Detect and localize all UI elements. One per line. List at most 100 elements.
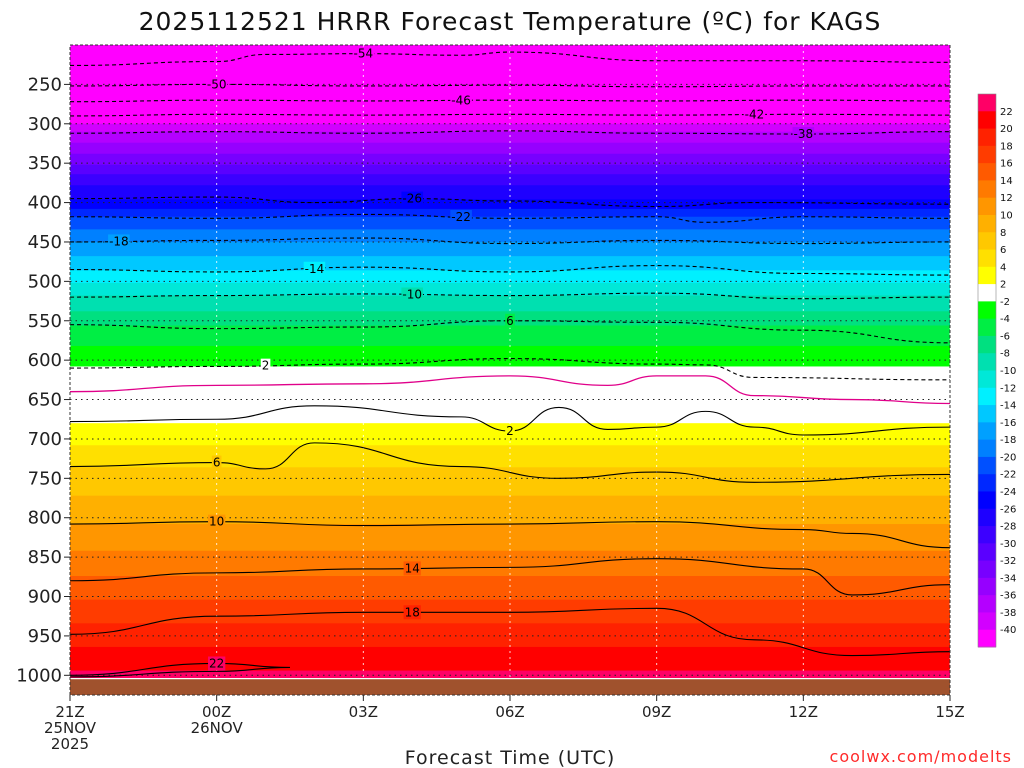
colorbar-label: -2 <box>1000 297 1010 308</box>
temperature-band <box>70 163 950 166</box>
isotherm-label: 18 <box>405 605 420 619</box>
colorbar-label: 6 <box>1000 245 1006 256</box>
colorbar-swatch <box>978 612 996 631</box>
temperature-band <box>70 49 950 52</box>
colorbar-swatch <box>978 387 996 406</box>
isotherm-label-bg <box>450 210 472 225</box>
temperature-band <box>70 371 950 374</box>
temperature-band <box>70 131 950 134</box>
temperature-band <box>70 78 950 81</box>
isotherm-2 <box>70 405 950 436</box>
y-tick-label: 950 <box>28 626 62 647</box>
temperature-band <box>70 292 950 295</box>
colorbar-swatch <box>978 526 996 544</box>
temperature-band <box>70 535 950 538</box>
temperature-band <box>70 59 950 62</box>
temperature-band <box>70 178 950 182</box>
temperature-band <box>70 580 950 583</box>
temperature-band <box>70 175 950 178</box>
y-tick-label: 1000 <box>16 665 62 686</box>
colorbar-label: -24 <box>1000 487 1016 498</box>
temperature-band <box>70 664 950 667</box>
credit-link[interactable]: coolwx.com/modelts <box>830 747 1012 766</box>
temperature-band <box>70 409 950 412</box>
temperature-band <box>70 394 950 397</box>
colorbar-label: -4 <box>1000 314 1010 325</box>
temperature-band <box>70 601 950 604</box>
temperature-band <box>70 90 950 93</box>
colorbar-swatch <box>978 439 996 458</box>
x-tick-label: 25NOV <box>44 719 97 737</box>
temperature-band <box>70 331 950 334</box>
temperature-band <box>70 607 950 610</box>
temperature-band <box>70 130 950 133</box>
temperature-band <box>70 418 950 421</box>
temperature-band <box>70 352 950 355</box>
temperature-band <box>70 514 950 517</box>
isotherm--22 <box>70 213 950 223</box>
temperature-band <box>70 492 950 495</box>
temperature-band <box>70 328 950 331</box>
colorbar-label: -12 <box>1000 383 1016 394</box>
isotherm-label: 2 <box>262 359 270 373</box>
temperature-band <box>70 281 950 284</box>
colorbar-swatch <box>978 266 996 285</box>
isotherm-label-bg <box>208 656 226 671</box>
temperature-band <box>70 353 950 357</box>
temperature-band <box>70 136 950 139</box>
y-tick-label: 600 <box>28 350 62 371</box>
temperature-band <box>70 643 950 646</box>
temperature-band <box>70 486 950 489</box>
colorbar-swatch <box>978 456 996 475</box>
temperature-band <box>70 48 950 51</box>
colorbar-swatch <box>978 197 996 216</box>
temperature-band <box>70 618 950 621</box>
colorbar-swatch <box>978 577 996 596</box>
temperature-band <box>70 120 950 123</box>
temperature-band <box>70 456 950 459</box>
temperature-band <box>70 557 950 560</box>
temperature-band <box>70 472 950 475</box>
temperature-band <box>70 478 950 481</box>
temperature-band <box>70 270 950 273</box>
temperature-band <box>70 654 950 657</box>
temperature-band <box>70 569 950 572</box>
isotherm-label: -46 <box>451 93 471 107</box>
temperature-band <box>70 547 950 550</box>
temperature-band <box>70 115 950 119</box>
temperature-band <box>70 67 950 70</box>
isotherm-label-bg <box>505 313 515 328</box>
temperature-band <box>70 451 950 454</box>
y-tick-label: 750 <box>28 468 62 489</box>
x-tick-label: 21Z <box>55 703 84 721</box>
temperature-band <box>70 223 950 226</box>
colorbar-swatch <box>978 370 996 389</box>
colorbar-swatch <box>978 249 996 268</box>
colorbar-swatch <box>978 111 996 130</box>
temperature-band <box>70 490 950 494</box>
temperature-band <box>70 599 950 602</box>
temperature-band <box>70 155 950 158</box>
isotherm-label-bg <box>450 93 472 108</box>
temperature-band <box>70 234 950 237</box>
temperature-band <box>70 475 950 478</box>
x-tick-label: 06Z <box>495 703 524 721</box>
colorbar-swatch <box>978 232 996 251</box>
temperature-band <box>70 257 950 260</box>
temperature-band <box>70 174 950 177</box>
temperature-band <box>70 653 950 656</box>
temperature-band <box>70 481 950 484</box>
temperature-band <box>70 286 950 289</box>
temperature-band <box>70 65 950 68</box>
temperature-band <box>70 659 950 662</box>
temperature-band <box>70 298 950 301</box>
isotherm-6 <box>70 442 950 483</box>
temperature-band <box>70 617 950 620</box>
x-tick-label: 15Z <box>935 703 964 721</box>
y-tick-label: 400 <box>28 193 62 214</box>
isotherm-14 <box>70 558 950 596</box>
y-tick-label: 900 <box>28 587 62 608</box>
colorbar-label: -16 <box>1000 418 1016 429</box>
temperature-band <box>70 301 950 305</box>
temperature-band <box>70 100 950 103</box>
